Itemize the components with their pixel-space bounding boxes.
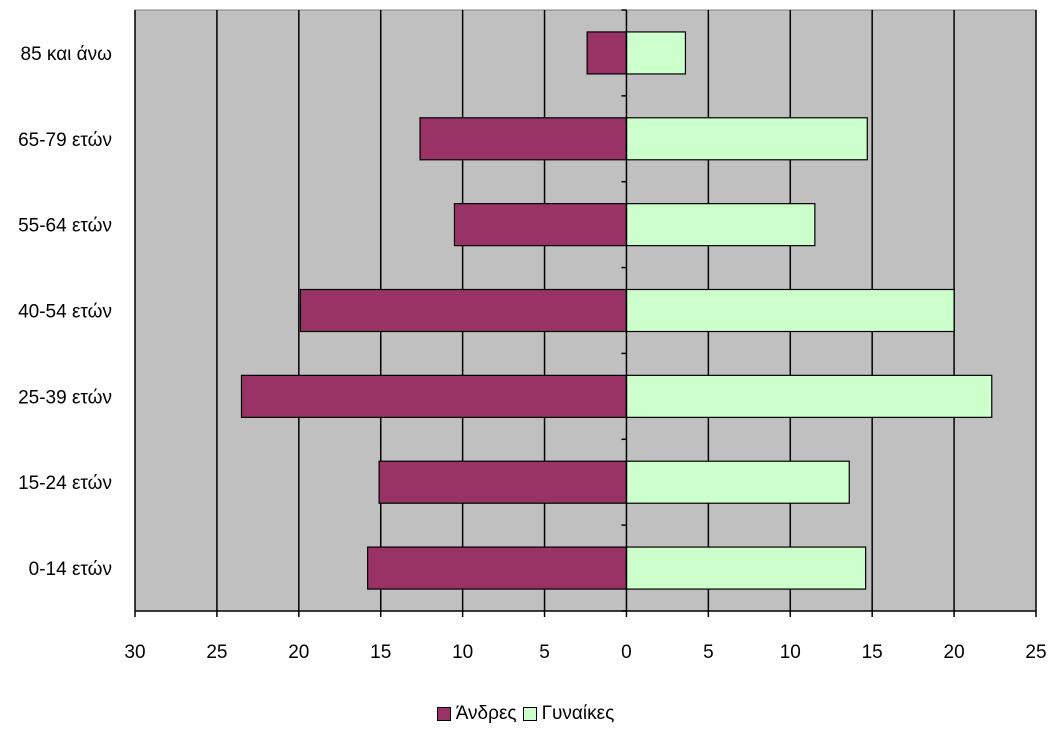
bar-women-6: [625, 546, 867, 590]
category-label-3: 40-54 ετών: [18, 302, 112, 323]
bar-men-0: [586, 31, 628, 75]
legend: Άνδρες Γυναίκες: [0, 703, 1051, 725]
legend-swatch-men: [436, 707, 451, 721]
bar-men-4: [240, 374, 628, 418]
x-tick-label-1: 25: [206, 642, 227, 663]
legend-label-men: Άνδρες: [455, 703, 517, 724]
bar-men-5: [378, 460, 628, 504]
bar-women-4: [625, 374, 993, 418]
x-tick-label-11: 25: [1025, 642, 1046, 663]
x-tick-label-5: 5: [539, 642, 550, 663]
x-tick-label-9: 15: [862, 642, 883, 663]
bar-women-3: [625, 288, 955, 333]
bar-women-0: [625, 31, 687, 75]
category-label-1: 65-79 ετών: [18, 130, 112, 151]
bar-women-1: [625, 117, 868, 161]
x-tick-label-4: 10: [452, 642, 473, 663]
bar-men-1: [419, 117, 628, 161]
category-label-5: 15-24 ετών: [18, 473, 112, 494]
bar-women-2: [625, 203, 816, 247]
x-tick-label-7: 5: [703, 642, 714, 663]
x-tick-label-3: 15: [370, 642, 391, 663]
x-tick-label-8: 10: [780, 642, 801, 663]
bar-men-3: [299, 288, 628, 333]
legend-swatch-women: [522, 707, 537, 721]
category-label-6: 0-14 ετών: [29, 559, 112, 580]
legend-item-men: Άνδρες: [436, 703, 517, 725]
category-label-0: 85 και άνω: [21, 44, 113, 65]
x-tick-label-10: 20: [944, 642, 965, 663]
bar-men-2: [453, 203, 628, 247]
legend-item-women: Γυναίκες: [522, 703, 615, 725]
bar-women-5: [625, 460, 850, 504]
chart-canvas: 30 25 20 15 10 5 0 5 10 15 20 25 85 και άνω 65-79 ετώ…: [18, 9, 1047, 663]
bar-men-6: [367, 546, 628, 590]
x-tick-label-0: 30: [124, 642, 145, 663]
category-label-4: 25-39 ετών: [18, 387, 112, 408]
x-tick-label-6: 0: [621, 642, 632, 663]
legend-label-women: Γυναίκες: [541, 703, 615, 724]
x-tick-label-2: 20: [288, 642, 309, 663]
category-label-2: 55-64 ετών: [18, 216, 112, 237]
